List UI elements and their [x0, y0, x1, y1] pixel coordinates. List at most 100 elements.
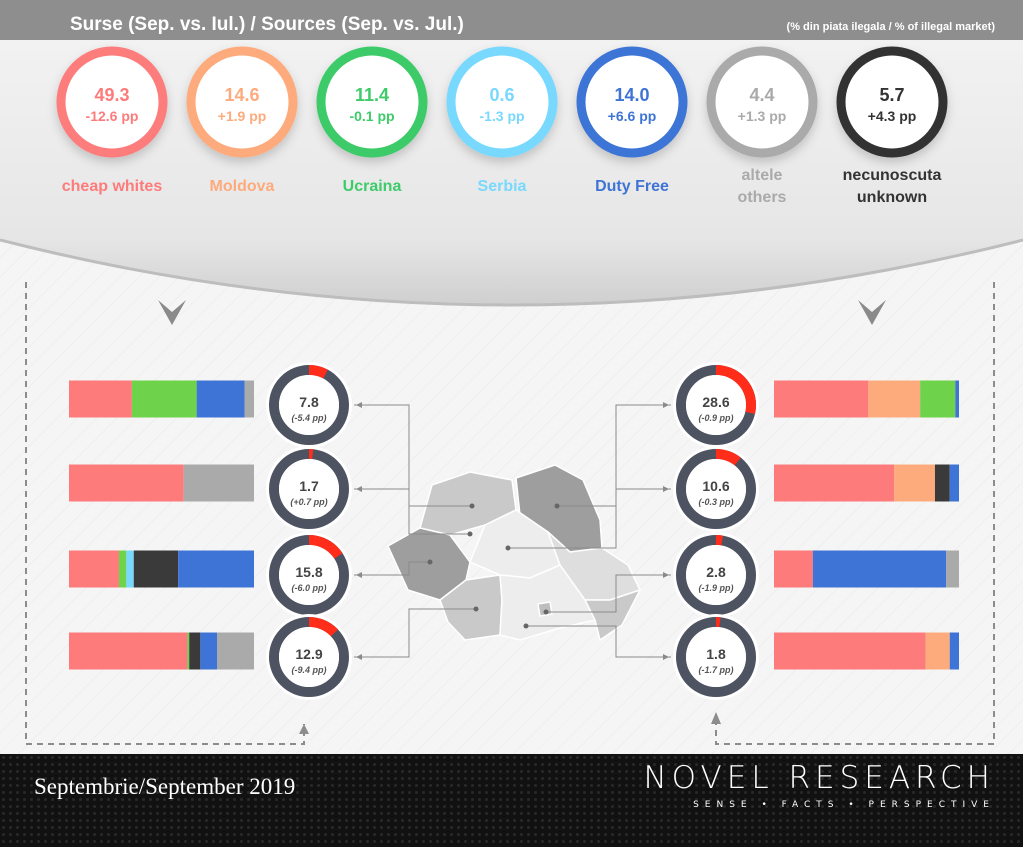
bar-segment — [934, 464, 950, 502]
arrow-up-icon — [711, 712, 721, 724]
source-circle — [56, 46, 168, 158]
ring-value: 1.8 — [706, 646, 726, 662]
source-item: 14.6 +1.9 pp Moldova — [186, 46, 298, 195]
source-value: 14.6 — [224, 85, 259, 105]
source-item: 0.6 -1.3 pp Serbia — [446, 46, 558, 195]
source-label-en: unknown — [857, 189, 927, 206]
source-item: 11.4 -0.1 pp Ucraina — [316, 46, 428, 195]
source-label: Serbia — [478, 178, 527, 195]
bar-segment — [955, 380, 959, 418]
connector-arrow-icon — [356, 486, 362, 492]
bar-segment — [920, 380, 956, 418]
source-circle — [576, 46, 688, 158]
ring-change: (-1.9 pp) — [699, 583, 734, 593]
ring-value: 2.8 — [706, 564, 726, 580]
bar-segment — [949, 464, 959, 502]
source-change: +1.9 pp — [218, 108, 267, 124]
ring-change: (-9.4 pp) — [292, 665, 327, 675]
bar-segment — [812, 550, 947, 588]
connector-line — [526, 625, 671, 658]
map-point — [467, 531, 473, 537]
source-circles: 49.3 -12.6 pp cheap whites 14.6 +1.9 pp Moldo… — [56, 46, 948, 206]
bar-segment — [69, 464, 184, 502]
ring-change: (-1.7 pp) — [699, 665, 734, 675]
ring-inner — [279, 375, 339, 435]
region-rings: 7.8 (-5.4 pp) 1.7 (+0.7 pp) 15.8 (-6.0 pp) 12.… — [266, 362, 759, 700]
connector-line — [508, 488, 671, 549]
ring-share-arc — [269, 449, 349, 529]
bar-segment — [183, 464, 254, 502]
connectors — [354, 402, 671, 660]
panel-edge — [0, 238, 1023, 307]
source-value: 0.6 — [489, 85, 514, 105]
ring-inner — [686, 627, 746, 687]
ring-change: (-6.0 pp) — [292, 583, 327, 593]
chevron-down-icon — [858, 300, 886, 325]
connector-line — [354, 561, 430, 576]
connector-line — [557, 404, 671, 507]
chevron-down-icon — [158, 300, 186, 325]
source-change: +4.3 pp — [868, 108, 917, 124]
bar-segment — [925, 632, 950, 670]
composition-bar — [774, 380, 959, 418]
ring-share-arc — [269, 535, 349, 615]
connector-arrow-icon — [663, 486, 669, 492]
source-label: Duty Free — [595, 178, 669, 195]
ring-value: 12.9 — [295, 646, 322, 662]
source-item: 14.0 +6.6 pp Duty Free — [576, 46, 688, 195]
composition-bar — [69, 632, 254, 670]
bar-segment — [244, 380, 254, 418]
region-ring: 1.7 (+0.7 pp) — [266, 446, 352, 532]
region-ring: 1.8 (-1.7 pp) — [673, 614, 759, 700]
bar-segment — [949, 632, 959, 670]
bar-segment — [774, 632, 926, 670]
composition-bar — [69, 464, 254, 502]
source-label: Ucraina — [343, 178, 402, 195]
ring-share-arc — [269, 617, 349, 697]
composition-bar — [774, 464, 959, 502]
map-point — [543, 609, 549, 615]
composition-bar — [774, 632, 959, 670]
source-label: necunoscuta — [843, 167, 942, 184]
source-item: 5.7 +4.3 pp necunoscuta unknown — [836, 46, 948, 206]
connector-line — [354, 404, 472, 507]
bar-segment — [187, 632, 190, 670]
bar-segment — [196, 380, 245, 418]
source-item: 49.3 -12.6 pp cheap whites — [56, 46, 168, 195]
map-point — [469, 503, 475, 509]
map-point — [523, 623, 529, 629]
ring-change: (-0.9 pp) — [699, 413, 734, 423]
source-circle — [186, 46, 298, 158]
region-ring: 28.6 (-0.9 pp) — [673, 362, 759, 448]
source-circle — [706, 46, 818, 158]
ring-share-arc — [676, 365, 756, 445]
bar-segment — [189, 632, 201, 670]
connector-line — [546, 574, 671, 613]
ring-value: 7.8 — [299, 394, 319, 410]
brand-logo: NOVEL RESEARCH — [643, 760, 995, 796]
header-title: Surse (Sep. vs. Iul.) / Sources (Sep. vs… — [70, 14, 464, 35]
bar-segment — [126, 550, 134, 588]
source-item: 4.4 +1.3 pp altele others — [706, 46, 818, 206]
ring-change: (-0.3 pp) — [699, 497, 734, 507]
ring-change: (-5.4 pp) — [292, 413, 327, 423]
connector-arrow-icon — [356, 402, 362, 408]
ring-inner — [279, 627, 339, 687]
source-change: +1.3 pp — [738, 108, 787, 124]
ring-inner — [686, 545, 746, 605]
footer-texture — [0, 754, 1023, 847]
composition-bar — [774, 550, 959, 588]
source-change: +6.6 pp — [608, 108, 657, 124]
header-subtitle: (% din piata ilegala / % of illegal mark… — [787, 21, 996, 33]
source-value: 14.0 — [614, 85, 649, 105]
connector-arrow-icon — [356, 654, 362, 660]
bar-segment — [69, 380, 132, 418]
connector-line — [354, 608, 476, 658]
map-point — [473, 606, 479, 612]
ring-value: 10.6 — [702, 478, 729, 494]
header-bar — [0, 0, 1023, 40]
source-change: -0.1 pp — [349, 108, 394, 124]
bar-segment — [774, 464, 895, 502]
connector-arrow-icon — [356, 572, 362, 578]
source-label: cheap whites — [62, 178, 163, 195]
